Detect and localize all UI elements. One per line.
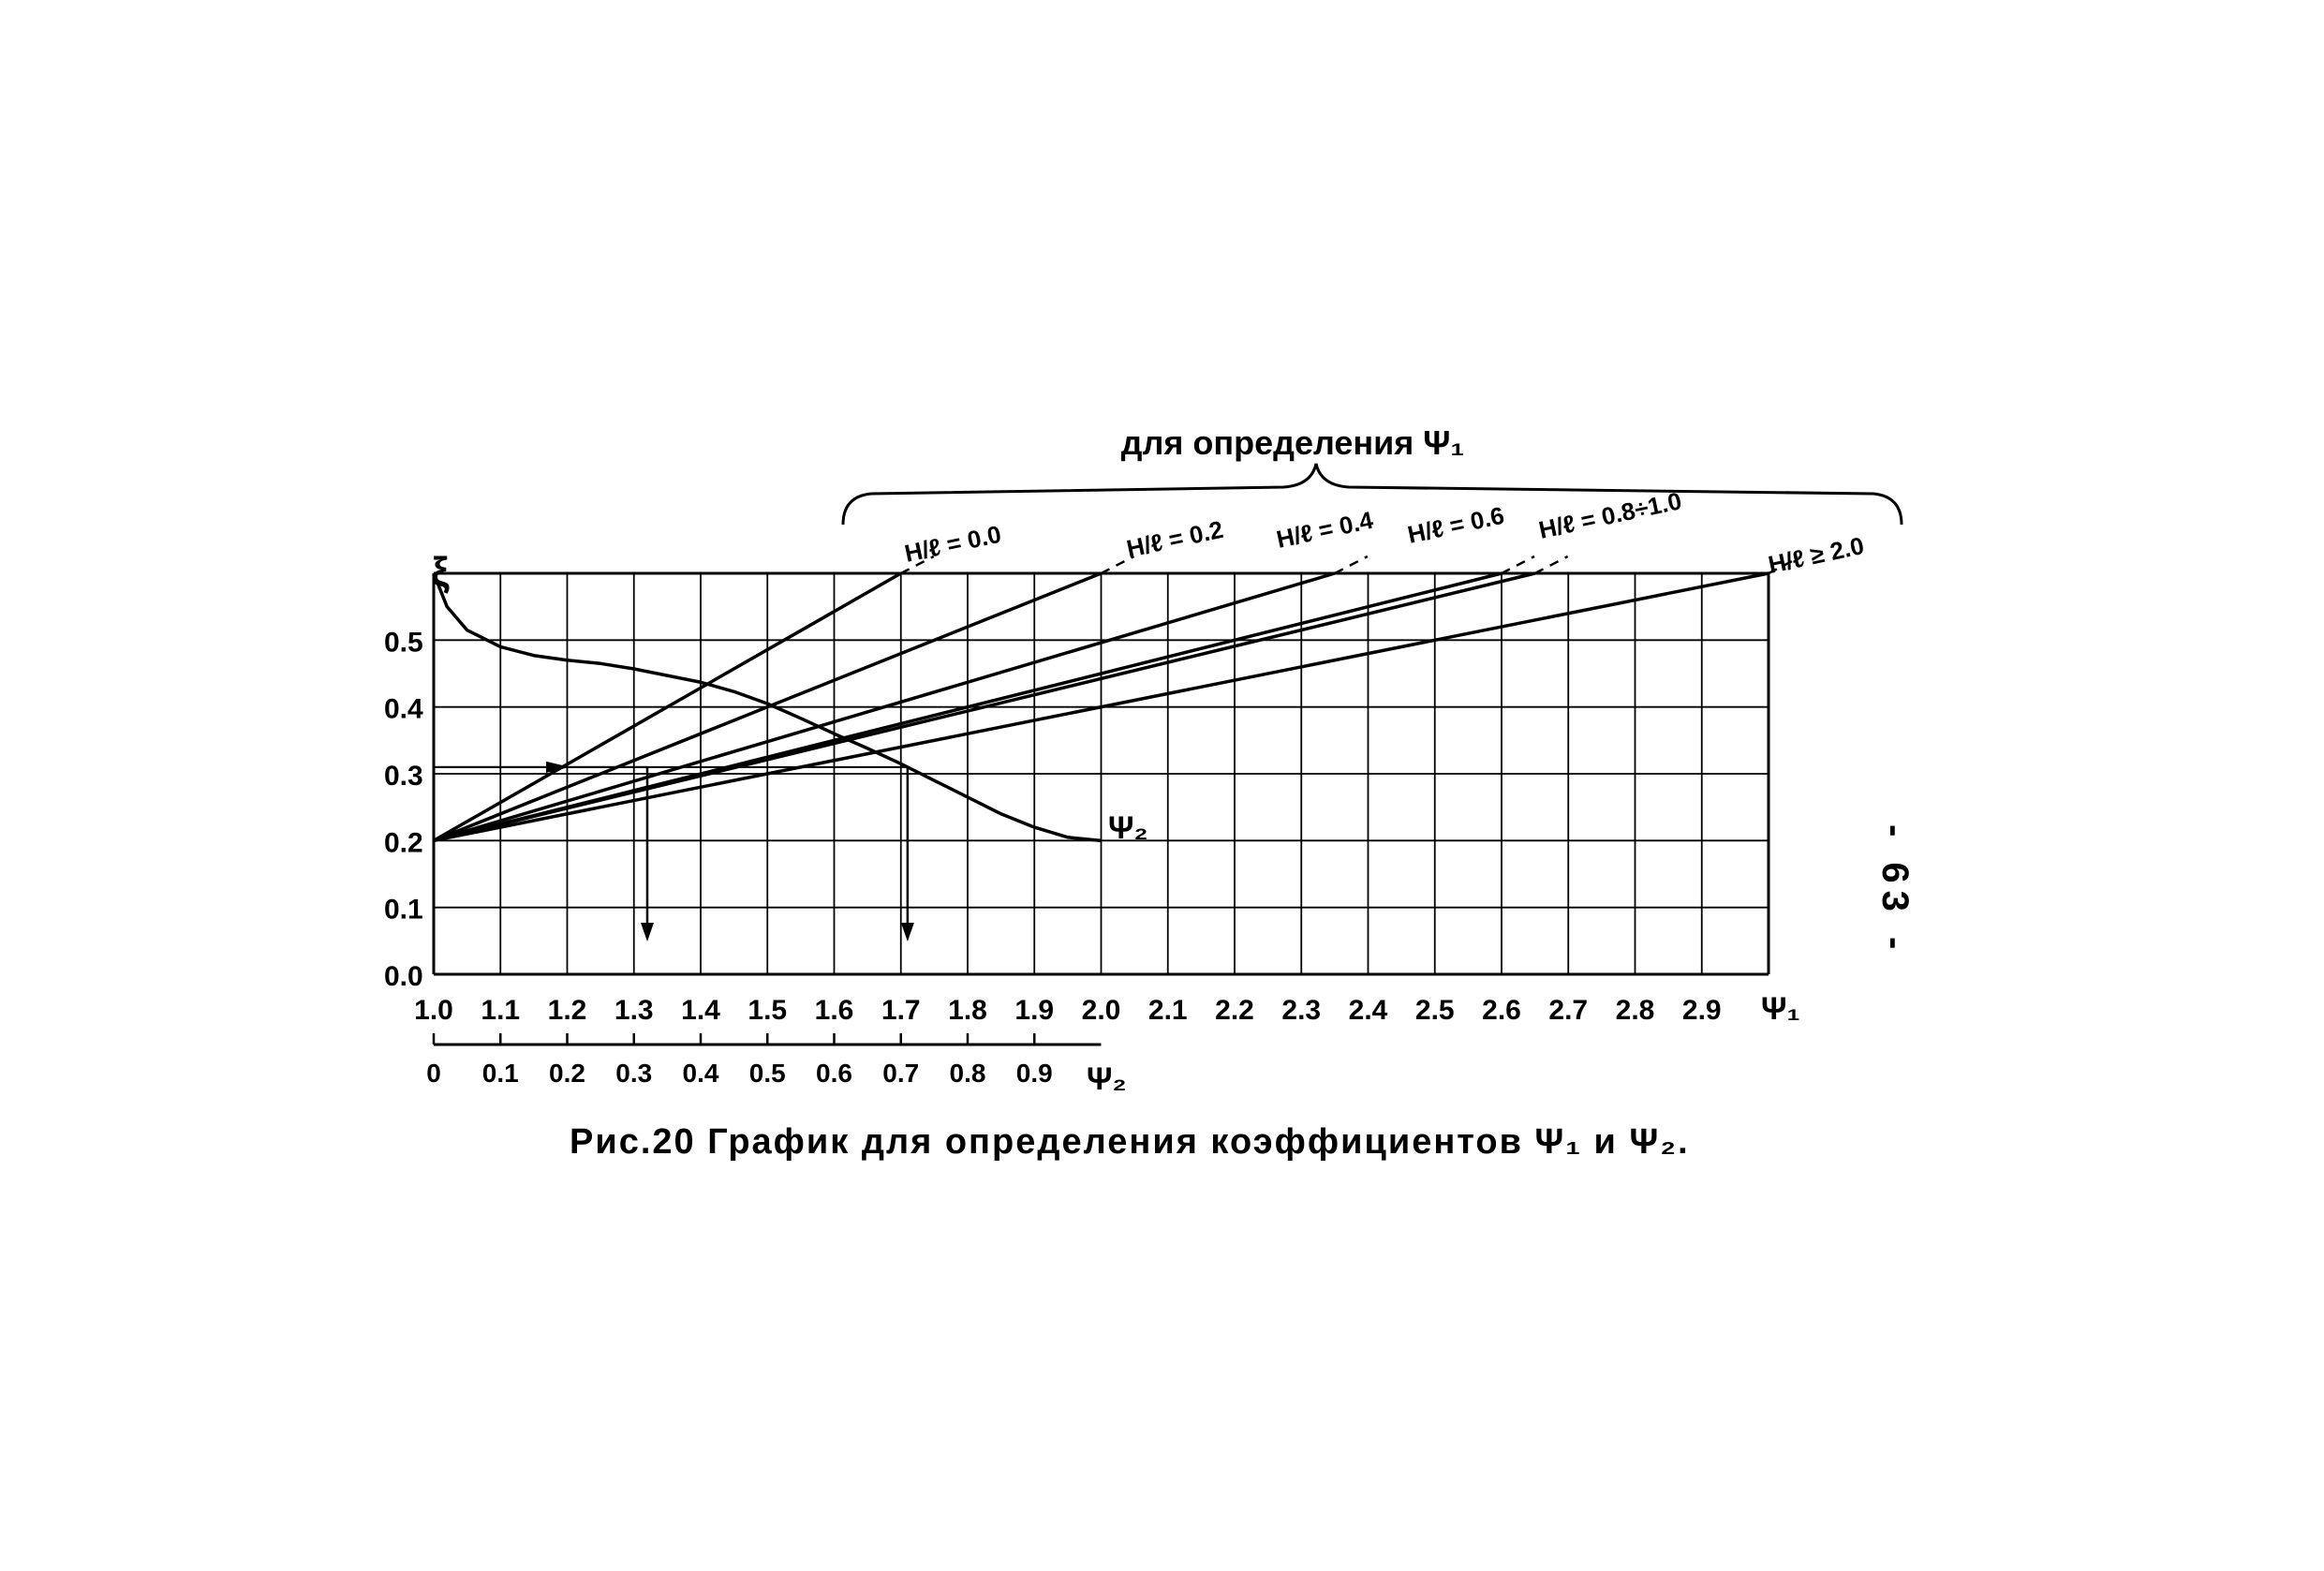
psi2-tick-label: 0.2 bbox=[549, 1059, 585, 1088]
y-tick-labels: 0.0 0.1 0.2 0.3 0.4 0.5 bbox=[384, 627, 423, 992]
label-leader bbox=[1100, 555, 1135, 575]
series-label: H/ℓ = 0.2 bbox=[1124, 515, 1225, 563]
series-labels: H/ℓ = 0.0 H/ℓ = 0.2 H/ℓ = 0.4 H/ℓ = 0.6 H/ℓ … bbox=[902, 486, 1867, 579]
series-line bbox=[433, 571, 1536, 843]
top-brace bbox=[841, 463, 1903, 526]
psi1-tick-label: 1.8 bbox=[948, 995, 987, 1026]
series-label: H/ℓ = 0.0 bbox=[902, 520, 1003, 568]
series-lines bbox=[432, 555, 1802, 843]
y-tick-label: 0.3 bbox=[384, 761, 423, 792]
psi2-curve-label: Ψ₂ bbox=[1108, 810, 1148, 846]
psi1-tick-label: 2.2 bbox=[1215, 995, 1254, 1026]
series-label: H/ℓ = 0.8÷1.0 bbox=[1536, 486, 1684, 544]
label-leader bbox=[1768, 555, 1802, 575]
psi2-tick-label: 0.8 bbox=[950, 1059, 986, 1088]
reading-arrow bbox=[900, 923, 914, 941]
psi1-tick-label: 2.3 bbox=[1281, 995, 1321, 1026]
reading-arrow-h bbox=[546, 761, 570, 773]
series-line bbox=[433, 571, 1769, 843]
psi1-tick-label: 2.9 bbox=[1682, 995, 1722, 1026]
series-line bbox=[433, 571, 1103, 842]
psi1-tick-label: 1.2 bbox=[548, 995, 587, 1026]
brace-path bbox=[841, 463, 1903, 526]
chart-grid bbox=[432, 571, 1770, 976]
psi2-tick-label: 0.3 bbox=[615, 1059, 652, 1088]
psi2-tick-label: 0.1 bbox=[482, 1059, 519, 1088]
psi2-tick-label: 0.5 bbox=[749, 1059, 786, 1088]
series-label: H/ℓ = 0.4 bbox=[1274, 506, 1376, 554]
psi1-tick-label: 1.0 bbox=[414, 995, 453, 1026]
y-tick-label: 0.4 bbox=[384, 694, 423, 725]
y-tick-label: 0.5 bbox=[384, 627, 423, 658]
y-tick-label: 0.0 bbox=[384, 961, 423, 992]
series-label: H/ℓ ≥ 2.0 bbox=[1766, 531, 1867, 579]
psi1-tick-label: 1.4 bbox=[681, 995, 720, 1026]
psi2-tick-label: 0.4 bbox=[683, 1059, 719, 1088]
psi1-tick-label: 1.6 bbox=[815, 995, 854, 1026]
psi1-tick-label: 2.8 bbox=[1616, 995, 1655, 1026]
psi1-tick-label: 2.0 bbox=[1082, 995, 1121, 1026]
psi1-tick-labels: 1.0 1.1 1.2 1.3 1.4 1.5 1.6 1.7 1.8 1.9 2.0 2.1 2.2 2… bbox=[414, 995, 1721, 1026]
psi1-tick-label: 1.7 bbox=[881, 995, 921, 1026]
y-axis-label: ξ bbox=[431, 549, 450, 595]
psi1-tick-label: 2.5 bbox=[1415, 995, 1455, 1026]
psi1-tick-label: 2.7 bbox=[1548, 995, 1588, 1026]
psi2-tick-label: 0.7 bbox=[882, 1059, 919, 1088]
psi2-axis: 0 0.1 0.2 0.3 0.4 0.5 0.6 0.7 0.8 0.9 bbox=[426, 1033, 1102, 1088]
psi1-axis-label: Ψ₁ bbox=[1761, 991, 1800, 1027]
psi1-tick-label: 2.1 bbox=[1148, 995, 1188, 1026]
series-line bbox=[433, 571, 902, 842]
psi2-axis-label: Ψ₂ bbox=[1087, 1061, 1127, 1097]
psi1-tick-label: 1.3 bbox=[614, 995, 654, 1026]
y-tick-label: 0.1 bbox=[384, 895, 423, 926]
page-number: - 63 - bbox=[1874, 824, 1916, 957]
psi2-tick-label: 0.9 bbox=[1016, 1059, 1053, 1088]
figure-caption: Рис.20 График для определения коэффициен… bbox=[570, 1122, 1690, 1162]
psi1-tick-label: 1.1 bbox=[481, 995, 520, 1026]
example-readings bbox=[434, 761, 914, 941]
reading-arrow bbox=[641, 923, 654, 941]
psi1-tick-label: 2.4 bbox=[1349, 995, 1388, 1026]
brace-title: для определения Ψ₁ bbox=[1121, 423, 1465, 462]
chart: для определения Ψ₁ H/ℓ = 0.0 H/ℓ = 0.2 H/ℓ… bbox=[384, 423, 1903, 1097]
y-tick-label: 0.2 bbox=[384, 827, 423, 858]
psi2-curve bbox=[432, 572, 1102, 843]
series-line bbox=[433, 571, 1336, 843]
psi1-tick-label: 2.6 bbox=[1482, 995, 1521, 1026]
label-leader bbox=[1334, 555, 1369, 575]
psi2-tick-label: 0 bbox=[426, 1059, 441, 1088]
label-leader bbox=[1501, 555, 1535, 575]
psi1-tick-label: 1.9 bbox=[1014, 995, 1054, 1026]
psi1-tick-label: 1.5 bbox=[748, 995, 787, 1026]
label-leader bbox=[900, 555, 935, 575]
label-leader bbox=[1534, 555, 1569, 575]
series-label: H/ℓ = 0.6 bbox=[1405, 501, 1506, 549]
psi2-tick-label: 0.6 bbox=[816, 1059, 852, 1088]
